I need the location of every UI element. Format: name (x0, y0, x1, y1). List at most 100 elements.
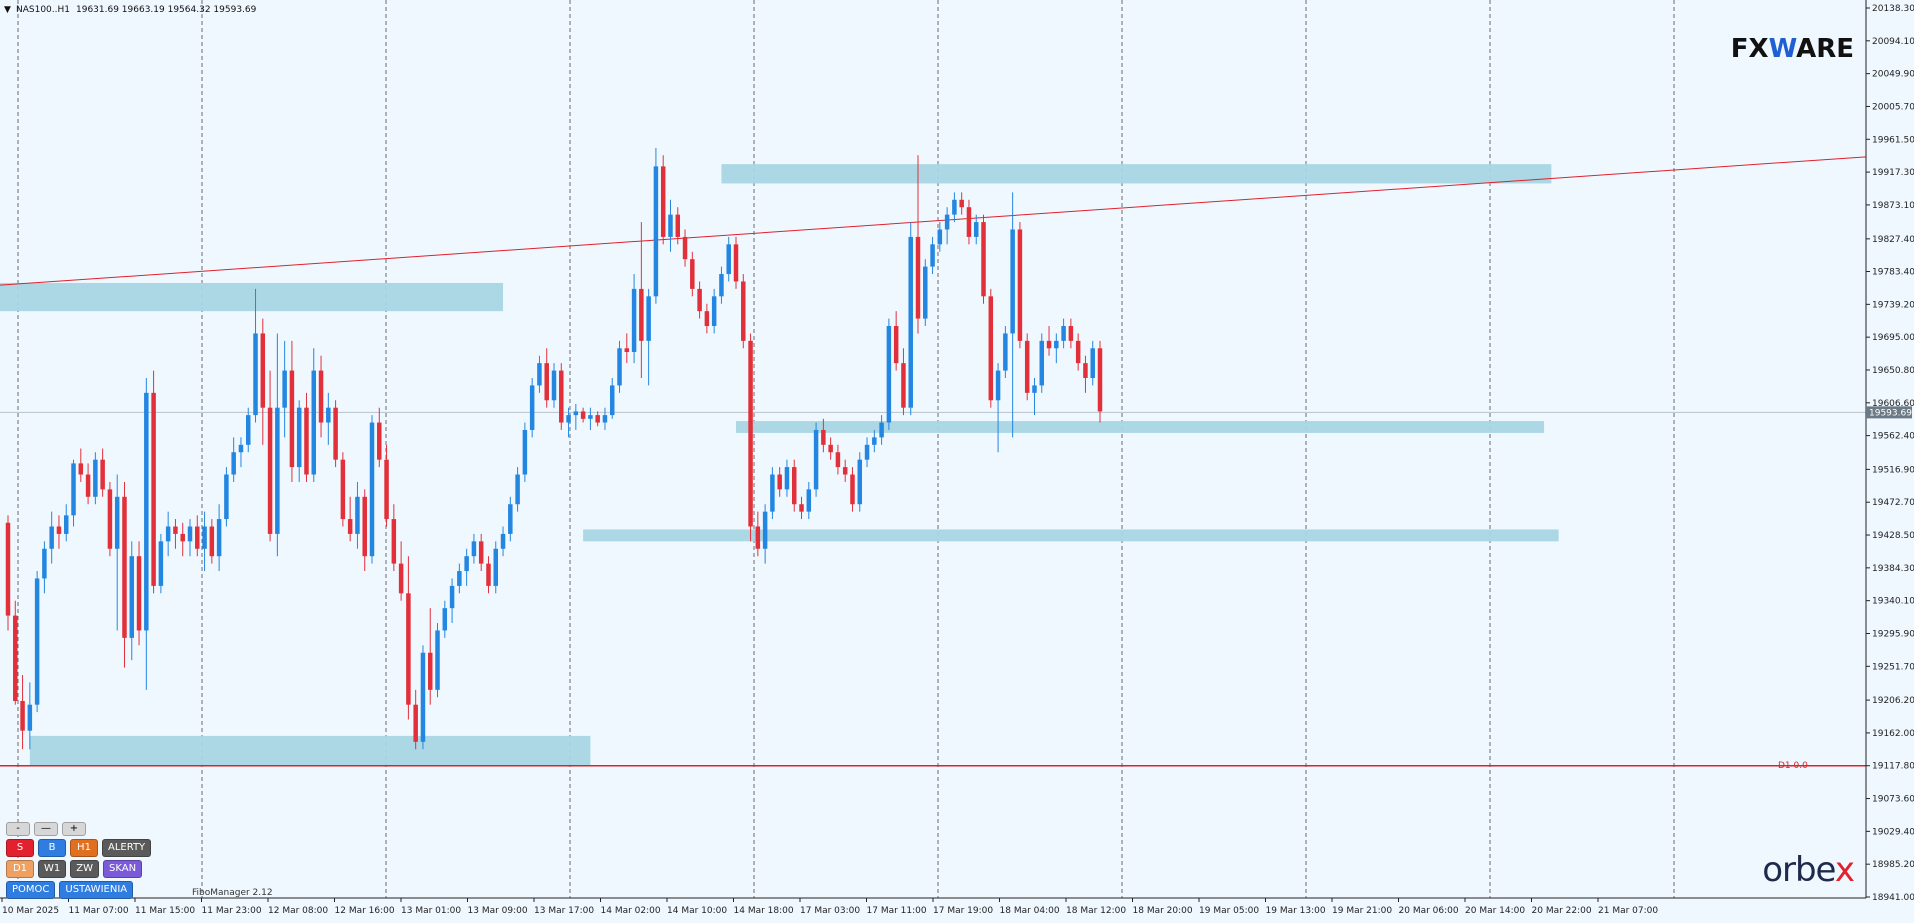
alerts-button[interactable]: ALERTY (102, 839, 152, 857)
d1-button[interactable]: D1 (6, 860, 34, 878)
candle-body (420, 652, 426, 742)
header-arrow-icon: ▼ (4, 5, 11, 15)
minimize-button[interactable]: - (6, 822, 30, 836)
candle-body (267, 407, 273, 534)
candle-body (995, 370, 1001, 401)
candle (602, 407, 608, 430)
candle (158, 533, 164, 594)
candle-body (624, 348, 630, 353)
y-tick-label: 20094.10 (1872, 37, 1914, 47)
candle-body (704, 311, 710, 327)
candle (275, 333, 280, 557)
candle-body (799, 504, 804, 512)
candle (828, 437, 833, 460)
candle (427, 608, 433, 705)
candle-body (107, 489, 113, 549)
candle (901, 348, 906, 416)
candle-body (711, 296, 717, 327)
candle-body (20, 700, 25, 731)
candle-body (253, 333, 258, 416)
candle-body (93, 459, 98, 497)
candle-body (508, 504, 513, 534)
candle-body (529, 385, 535, 430)
candle-body (1046, 340, 1052, 349)
vertical-gridlines (17, 0, 1675, 898)
candle (326, 392, 331, 445)
candle (595, 411, 600, 427)
candle-body (1097, 348, 1103, 412)
candle-body (369, 422, 375, 557)
candle (704, 303, 710, 334)
candle (988, 288, 994, 408)
candle (136, 541, 142, 646)
candle-body (515, 474, 520, 505)
x-tick-label: 19 Mar 13:00 (1266, 906, 1326, 916)
candle-body (71, 463, 76, 516)
candle (180, 522, 185, 557)
candle-body (544, 363, 549, 401)
candle-body (318, 370, 324, 423)
candle-body (1024, 340, 1030, 393)
settings-button[interactable]: USTAWIENIA (59, 881, 134, 899)
candle (27, 682, 33, 750)
h1-button[interactable]: H1 (70, 839, 98, 857)
zw-button[interactable]: ZW (70, 860, 99, 878)
x-tick-label: 12 Mar 16:00 (335, 906, 395, 916)
candle-body (165, 526, 171, 542)
sell-button[interactable]: S (6, 839, 34, 857)
fibo-manager-panel: - — + S B H1 ALERTY D1 W1 ZW SKAN POMOC … (6, 822, 152, 902)
panel-row-zoom: - — + (6, 822, 151, 836)
candle-body (842, 467, 848, 475)
candle-body (1039, 340, 1045, 386)
y-tick-label: 19117.80 (1872, 762, 1914, 772)
candle-body (275, 407, 280, 534)
candle (726, 236, 731, 282)
candle-body (49, 526, 54, 549)
candle-body (537, 363, 542, 386)
candle (544, 348, 549, 408)
candle-body (260, 333, 266, 408)
candle-body (762, 511, 768, 549)
candle (282, 340, 287, 438)
candle-body (122, 496, 127, 638)
candle-body (245, 415, 251, 445)
candle (340, 452, 346, 527)
candle-body (391, 519, 397, 564)
candle (566, 407, 571, 438)
candle-body (1075, 340, 1081, 364)
candle (660, 155, 666, 245)
candle (231, 437, 236, 482)
y-tick-label: 19206.20 (1872, 696, 1914, 706)
candle (952, 192, 957, 223)
candle (449, 578, 455, 624)
candle (202, 511, 207, 572)
candle (377, 407, 382, 468)
candle (944, 207, 950, 245)
candle (442, 600, 448, 638)
x-tick-label: 13 Mar 09:00 (468, 906, 528, 916)
candle-body (442, 608, 448, 631)
price-axis: 20138.30 20094.10 20049.90 20005.70 19961.50… (1865, 0, 1914, 903)
w1-button[interactable]: W1 (38, 860, 67, 878)
candle (930, 236, 935, 275)
candle-body (595, 415, 600, 423)
zone-rect (0, 282, 504, 312)
collapse-button[interactable]: — (34, 822, 58, 836)
candle-body (238, 444, 244, 453)
candle (406, 556, 411, 720)
time-axis: 10 Mar 2025 11 Mar 07:00 11 Mar 15:00 11 Ma… (0, 897, 1866, 916)
scan-button[interactable]: SKAN (103, 860, 143, 878)
candle (1046, 326, 1052, 356)
candle-body (406, 593, 411, 705)
candle-body (609, 385, 615, 416)
candle (966, 199, 972, 245)
y-tick-label: 19384.30 (1872, 564, 1914, 574)
expand-button[interactable]: + (62, 822, 86, 836)
help-button[interactable]: POMOC (6, 881, 56, 899)
candles (5, 147, 1103, 750)
buy-button[interactable]: B (38, 839, 66, 857)
candle (478, 533, 484, 572)
x-tick-label: 13 Mar 17:00 (534, 906, 594, 916)
x-tick-label: 19 Mar 05:00 (1199, 906, 1259, 916)
